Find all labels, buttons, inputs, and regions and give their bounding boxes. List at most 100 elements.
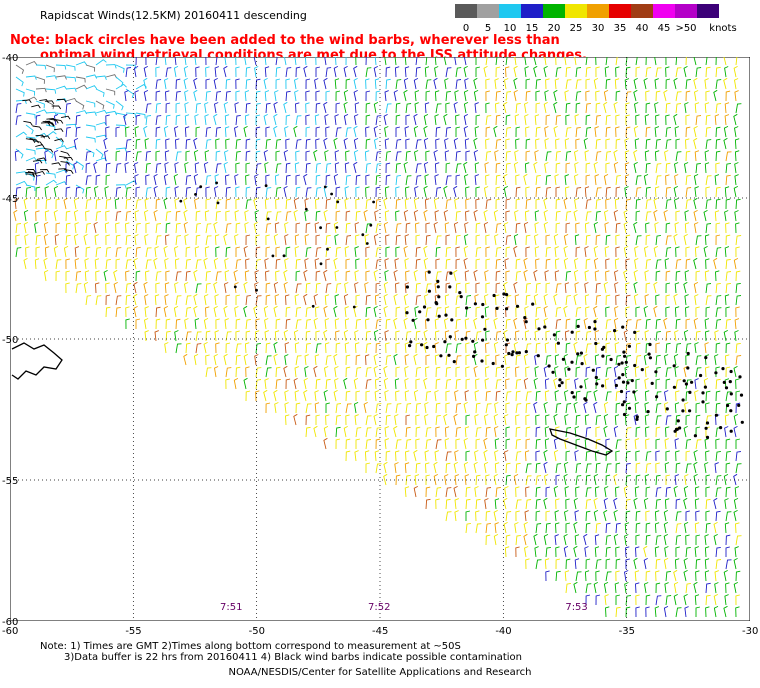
wind-barb [683,593,688,606]
wind-barb [614,78,620,90]
wind-barb [673,198,679,210]
wind-barb [134,174,139,186]
wind-barb [483,294,489,306]
wind-barb [364,258,370,270]
flag-circle [646,410,650,414]
wind-barb [235,186,240,198]
wind-barb [415,294,421,306]
wind-barb [453,485,458,498]
wind-barb [565,294,571,306]
wind-barb [125,318,130,330]
wind-barb [485,151,492,162]
wind-barb [585,127,592,138]
wind-barb [674,366,679,378]
wind-barb [545,522,551,534]
wind-barb [105,88,116,96]
wind-barb [605,391,612,402]
wind-barb [14,198,20,210]
wind-barb [625,57,628,66]
wind-barb [614,258,620,270]
wind-barb [354,342,360,354]
wind-barb [723,125,729,138]
wind-barb [573,150,579,162]
wind-barb [315,247,322,258]
wind-barb [155,271,162,282]
wind-barb [495,114,501,126]
wind-barb [645,102,651,114]
wind-barb [624,582,629,594]
wind-barb [453,137,459,150]
wind-barb [145,247,152,258]
wind-barb [415,378,420,390]
wind-barb [314,114,320,126]
wind-barb [294,366,299,378]
wind-barb [625,198,631,210]
wind-barb [365,330,371,342]
wind-barb [404,198,410,210]
wind-barb [603,581,609,594]
wind-barb [694,594,700,606]
wind-barb [283,365,288,378]
wind-barb [365,67,372,78]
wind-barb [395,282,400,294]
wind-barb [215,138,220,150]
wind-barb [203,257,208,270]
wind-barb [635,426,641,438]
wind-barb [493,413,499,426]
flag-circle [459,295,463,299]
wind-barb [665,247,672,258]
wind-barb [325,67,332,78]
wind-barb [475,510,480,522]
wind-barb [43,233,49,246]
wind-barb [655,462,660,474]
flag-circle [471,339,475,343]
wind-barb [125,150,131,162]
wind-barb [173,305,179,318]
wind-barb [573,341,578,354]
wind-barb [115,100,124,111]
wind-barb [385,246,390,258]
flag-circle [502,292,506,296]
wind-barb [55,145,68,150]
wind-barb [133,281,138,294]
wind-barb [725,271,732,282]
wind-barb [733,473,738,486]
wind-barb [475,523,482,534]
wind-barb [603,210,609,222]
wind-barb [395,450,400,462]
legend-swatch [609,4,631,18]
wind-barb [34,222,39,234]
wind-barb [265,355,272,366]
wind-barb [595,138,601,150]
wind-barb [264,162,269,174]
wind-barb [545,186,551,198]
wind-barb [543,293,548,306]
wind-barb [395,79,402,90]
wind-barb [393,89,398,102]
wind-barb [325,414,330,426]
wind-barb [213,366,219,378]
wind-barb [95,134,108,140]
wind-barb [645,486,651,498]
wind-barb [385,66,391,78]
wind-barb [585,90,590,102]
wind-barb [684,102,689,114]
wind-barb [564,366,569,378]
wind-barb [735,451,741,462]
wind-barb [434,354,440,366]
wind-barb [493,533,499,546]
wind-barb [315,162,321,174]
flag-circle [465,306,469,310]
flag-circle [621,380,626,384]
wind-barb [494,78,499,90]
wind-barb [715,150,721,162]
flag-circle [543,325,547,329]
flag-circle [682,379,686,383]
flag-circle [583,397,587,401]
wind-barb [385,78,391,90]
wind-barb [564,90,569,102]
wind-barb [244,222,249,234]
wind-barb [495,247,502,258]
wind-barb [383,365,388,378]
wind-barb [473,317,478,330]
